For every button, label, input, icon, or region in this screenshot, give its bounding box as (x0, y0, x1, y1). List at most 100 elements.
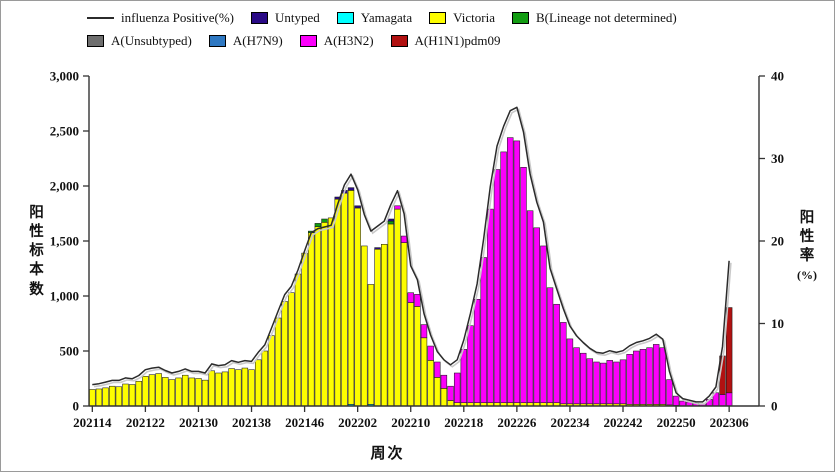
bar-segment-victoria (228, 368, 235, 407)
bar-segment-h3n2 (606, 360, 613, 405)
bar-segment-victoria (407, 302, 414, 407)
right-axis-title: 阳性率 (%) (797, 209, 817, 284)
bar-segment-h3n2 (639, 349, 647, 405)
right-tick-label: 30 (771, 151, 784, 166)
bar-segment-h3n2 (580, 352, 587, 405)
bar-segment-h3n2 (447, 385, 454, 401)
legend-color-swatch (208, 35, 226, 47)
bar-segment-h3n2 (679, 400, 686, 407)
ticks (83, 75, 765, 412)
legend-item-influenza-positive-: influenza Positive(%) (87, 10, 234, 26)
left-tick-label: 3,000 (50, 69, 79, 84)
x-tick-label: 202218 (444, 415, 484, 430)
bar-segment-h3n2 (453, 372, 461, 403)
legend-item-yamagata: Yamagata (336, 10, 413, 26)
bar-segment-victoria (89, 389, 96, 407)
bar-segment-b_lineage_nd (321, 218, 328, 223)
bar-segment-victoria (308, 232, 315, 407)
legend-color-swatch (511, 12, 529, 24)
bar-segment-h1n1pdm09 (725, 307, 733, 394)
legend-item-a-h1n1-pdm09: A(H1N1)pdm09 (390, 33, 500, 49)
bar-segment-victoria (215, 372, 222, 407)
bar-segment-victoria (321, 222, 328, 407)
bar-segment-victoria (314, 226, 322, 407)
bar-segment-victoria (301, 252, 308, 407)
right-tick-label: 10 (771, 316, 784, 331)
legend-line-swatch (87, 17, 114, 19)
bar-segment-untyped (387, 218, 395, 222)
bar-segment-h3n2 (619, 359, 627, 405)
bar-segment-victoria (254, 359, 262, 407)
legend-item-a-h3n2-: A(H3N2) (299, 33, 374, 49)
bar-segment-victoria (400, 242, 408, 407)
bar-segment-untyped (354, 205, 361, 209)
legend-item-untyped: Untyped (251, 10, 320, 26)
bar-segment-b_lineage_nd (314, 223, 322, 227)
bar-segment-victoria (367, 284, 375, 405)
bar-segment-victoria (195, 378, 202, 407)
bar-segment-victoria (128, 384, 136, 407)
bars-layer (89, 137, 733, 407)
bar-segment-victoria (155, 373, 162, 407)
bar-segment-victoria (288, 292, 295, 407)
left-tick-label: 2,000 (50, 179, 79, 194)
bar-segment-h3n2 (400, 235, 408, 243)
bar-segment-victoria (102, 387, 109, 407)
bar-segment-victoria (268, 335, 275, 407)
bar-segment-h3n2 (599, 362, 607, 405)
x-axis-title: 周次 (370, 446, 405, 462)
bar-segment-victoria (414, 306, 421, 407)
bar-segment-victoria (420, 337, 428, 407)
bar-segment-h3n2 (593, 361, 600, 405)
left-tick-label: 500 (60, 344, 80, 359)
legend-row-2: A(Unsubtyped) A(H7N9) A(H3N2) A(H1N1)pdm09 (87, 33, 787, 49)
legend-item-victoria: Victoria (429, 10, 495, 26)
bar-segment-h3n2 (560, 322, 567, 405)
legend-color-swatch (336, 12, 354, 24)
bar-segment-h3n2 (626, 354, 633, 405)
bar-segment-h3n2 (420, 324, 428, 339)
bar-segment-victoria (347, 190, 355, 405)
bar-segment-victoria (440, 388, 448, 407)
bar-segment-victoria (248, 369, 255, 407)
legend-item-b-lineage-not-determined-: B(Lineage not determined) (511, 10, 677, 26)
bar-segment-victoria (387, 223, 395, 407)
legend-color-swatch (299, 35, 317, 47)
bar-segment-victoria (168, 379, 176, 407)
bar-segment-h3n2 (633, 350, 640, 405)
legend-label: Untyped (275, 10, 320, 25)
legend-item-a-unsubtyped-: A(Unsubtyped) (87, 33, 192, 49)
legend-color-swatch (429, 12, 447, 24)
bar-segment-h3n2 (725, 392, 733, 407)
bar-segment-victoria (361, 245, 368, 407)
bar-segment-victoria (109, 385, 116, 407)
legend-label: B(Lineage not determined) (535, 10, 677, 25)
legend-color-swatch (87, 35, 104, 47)
right-axis-title-text: 阳性率 (799, 210, 815, 265)
legend-label: Yamagata (360, 10, 413, 25)
bar-segment-untyped (334, 196, 341, 200)
legend-label: A(H7N9) (232, 33, 283, 48)
x-tick-label: 202306 (710, 415, 750, 430)
bar-segment-victoria (188, 377, 196, 407)
bar-segment-h3n2 (414, 294, 421, 307)
legend-label: A(Unsubtyped) (111, 33, 192, 48)
x-tick-label: 202210 (391, 415, 430, 430)
x-tick-label: 202130 (179, 415, 218, 430)
bar-segment-h3n2 (659, 347, 667, 405)
bar-segment-untyped (347, 187, 355, 191)
x-tick-label: 202226 (497, 415, 537, 430)
bar-segment-victoria (341, 192, 348, 407)
legend-color-swatch (251, 12, 268, 24)
bar-segment-h3n2 (672, 395, 680, 406)
bar-segment-victoria (122, 383, 129, 407)
x-tick-label: 202202 (338, 415, 377, 430)
x-tick-label: 202138 (232, 415, 272, 430)
bar-segment-h3n2 (553, 303, 560, 403)
bar-segment-victoria (142, 376, 149, 407)
left-tick-label: 0 (73, 399, 80, 414)
x-tick-label: 202234 (550, 415, 590, 430)
bar-segment-victoria (427, 360, 434, 407)
